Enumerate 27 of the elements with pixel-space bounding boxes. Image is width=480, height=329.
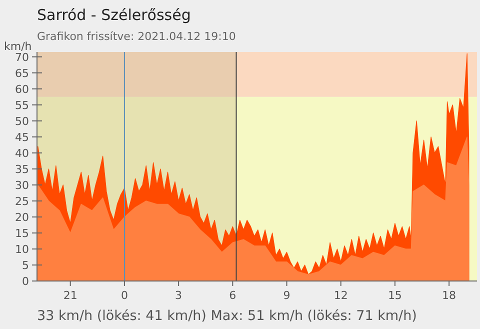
- x-tick-label: 15: [388, 289, 402, 302]
- y-tick-label: 65: [15, 66, 29, 80]
- x-tick-label: 12: [334, 289, 348, 302]
- x-tick-label: 0: [120, 289, 128, 302]
- y-tick-label: 70: [15, 50, 29, 64]
- y-tick-label: 40: [15, 146, 29, 160]
- y-tick-label: 15: [15, 226, 29, 240]
- y-tick-label: 25: [15, 194, 29, 208]
- chart-title: Sarród - Szélerősség: [37, 6, 191, 24]
- y-tick-label: 10: [15, 242, 29, 256]
- y-tick-label: 5: [22, 258, 29, 272]
- text: 33 km/h (lökés: 41 km/h) Max: 51 km/h (lökés: 71 km/h): [37, 308, 417, 324]
- x-tick-label: 3: [175, 289, 182, 302]
- chart-subtitle: Grafikon frissítve: 2021.04.12 19:10: [37, 30, 236, 43]
- y-tick-label: 50: [15, 114, 29, 128]
- y-tick-label: 60: [15, 82, 29, 96]
- x-tick-label: 21: [63, 289, 78, 302]
- y-tick-label: 30: [15, 178, 29, 192]
- y-tick-label: 35: [15, 162, 29, 176]
- x-tick-label: 18: [442, 289, 456, 302]
- y-tick-label: 55: [15, 98, 29, 112]
- y-tick-label: 45: [15, 130, 29, 144]
- y-axis-title: km/h: [4, 40, 32, 53]
- y-tick-label: 20: [15, 210, 29, 224]
- x-tick-label: 9: [283, 289, 290, 302]
- x-tick-label: 6: [229, 289, 236, 302]
- y-tick-label: 0: [22, 275, 29, 288]
